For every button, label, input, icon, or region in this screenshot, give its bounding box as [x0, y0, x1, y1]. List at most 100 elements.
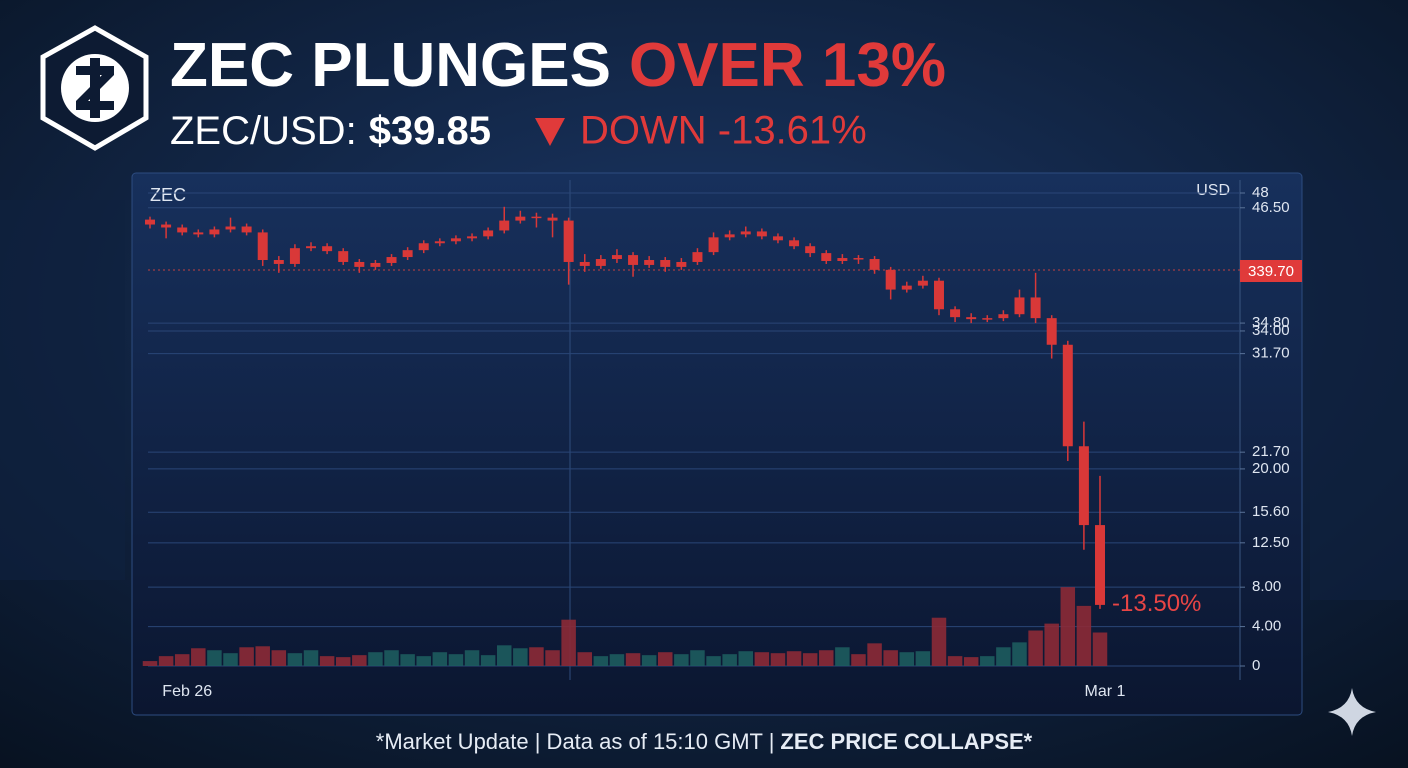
- candle-body: [982, 318, 993, 320]
- volume-bar: [577, 652, 592, 666]
- volume-bar: [464, 650, 480, 666]
- candle-body: [966, 317, 977, 320]
- volume-bar: [931, 617, 947, 666]
- volume-bar: [706, 656, 721, 666]
- candle-body: [595, 259, 606, 266]
- candle-body: [354, 261, 365, 267]
- pair-label: ZEC/USD:: [170, 109, 357, 153]
- candle-body: [1078, 446, 1089, 526]
- candle-body: [161, 224, 172, 228]
- volume-bar: [271, 650, 287, 666]
- chart-panel: [131, 172, 1303, 716]
- candle-body: [450, 238, 461, 242]
- candle-body: [1030, 297, 1041, 319]
- volume-bar: [239, 647, 254, 666]
- x-tick-label: Feb 26: [162, 683, 212, 700]
- footer-emphasis: ZEC PRICE COLLAPSE*: [780, 729, 1032, 754]
- volume-bar: [915, 651, 931, 666]
- y-tick-label: 0: [1252, 657, 1260, 674]
- candle-body: [821, 253, 832, 261]
- footer-text: *Market Update | Data as of 15:10 GMT |: [376, 729, 775, 754]
- volume-bar: [593, 656, 609, 666]
- price: $39.85: [369, 109, 491, 153]
- footer: *Market Update | Data as of 15:10 GMT | Z…: [376, 729, 1033, 754]
- candle-body: [772, 236, 783, 241]
- candle-body: [1014, 297, 1025, 315]
- y-tick-label: 21.70: [1252, 443, 1290, 460]
- volume-bar: [786, 651, 802, 666]
- candle-body: [193, 232, 204, 235]
- candle-body: [998, 314, 1009, 319]
- volume-bar: [609, 654, 625, 666]
- volume-bar: [963, 657, 979, 666]
- volume-bar: [738, 651, 754, 666]
- candle-body: [177, 227, 188, 233]
- volume-bar: [1044, 623, 1059, 666]
- headline-white: ZEC PLUNGES: [170, 31, 611, 100]
- y-tick-label: 34.00: [1252, 322, 1290, 339]
- candle-body: [676, 261, 687, 267]
- candle-body: [467, 236, 478, 239]
- candle-body: [306, 246, 317, 249]
- volume-bar: [513, 648, 528, 666]
- volume-bar: [1012, 642, 1027, 666]
- y-tick-label: 34.80: [1252, 314, 1290, 331]
- y-tick-label: 15.60: [1252, 503, 1290, 520]
- candle-body: [257, 232, 268, 261]
- candle-body: [805, 246, 816, 254]
- candle-body: [724, 234, 735, 238]
- x-tick-label: Mar 1: [1085, 683, 1126, 700]
- y-tick-label: 46.50: [1252, 199, 1290, 216]
- candle-body: [145, 219, 155, 225]
- candle-body: [708, 237, 719, 253]
- candle-body: [628, 255, 639, 265]
- candle-body: [434, 241, 445, 244]
- candle-body: [950, 309, 961, 318]
- volume-bar: [529, 647, 544, 666]
- y-tick-label: 48: [1252, 184, 1269, 201]
- volume-bar: [1092, 632, 1108, 666]
- volume-bar: [980, 656, 995, 666]
- y-tick-label: 4.00: [1252, 618, 1281, 635]
- volume-bar: [303, 650, 319, 666]
- volume-bar: [255, 646, 270, 666]
- candle-body: [338, 251, 349, 262]
- candle-body: [885, 269, 896, 290]
- down-arrow: [535, 118, 565, 146]
- candle-body: [370, 262, 381, 267]
- candle-body: [322, 246, 333, 252]
- candle-body: [740, 231, 751, 235]
- volume-bar: [770, 653, 786, 666]
- volume-bar: [384, 650, 399, 666]
- candle-body: [515, 216, 526, 221]
- volume-bar: [641, 655, 657, 666]
- candle-body: [402, 250, 413, 258]
- candle-body: [789, 240, 800, 247]
- volume-bar: [207, 650, 222, 666]
- volume-bar: [158, 656, 174, 666]
- candle-body: [499, 220, 510, 231]
- candle-body: [692, 252, 703, 262]
- volume-bar: [883, 650, 898, 666]
- headline-red: OVER 13%: [629, 31, 946, 100]
- volume-bar: [819, 650, 834, 666]
- candle-body: [547, 217, 558, 221]
- candle-body: [225, 226, 236, 230]
- volume-bar: [802, 653, 818, 666]
- volume-bar: [1060, 587, 1076, 666]
- volume-bar: [480, 655, 496, 666]
- candle-body: [531, 216, 542, 219]
- candle-body: [241, 226, 252, 233]
- candle-body: [869, 259, 880, 270]
- headline: ZEC PLUNGES OVER 13%: [170, 31, 946, 100]
- candle-body: [660, 260, 671, 267]
- symbol-label: ZEC: [150, 185, 186, 205]
- currency-label: USD: [1196, 182, 1230, 199]
- volume-bar: [625, 653, 641, 666]
- volume-bar: [368, 652, 383, 666]
- candle-body: [209, 229, 220, 235]
- volume-bar: [174, 654, 190, 666]
- volume-bar: [658, 652, 673, 666]
